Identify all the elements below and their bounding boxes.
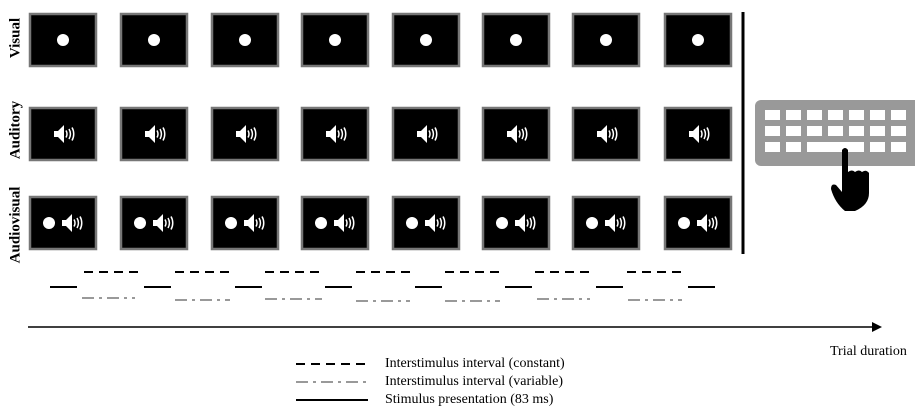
key (807, 126, 822, 136)
key (786, 110, 801, 120)
visual-dot (225, 217, 237, 229)
key (765, 126, 780, 136)
legend-text: Stimulus presentation (83 ms) (385, 392, 554, 407)
visual-dot (496, 217, 508, 229)
key (807, 110, 822, 120)
space-key (807, 142, 864, 152)
visual-dot (692, 34, 704, 46)
visual-dot (315, 217, 327, 229)
key (870, 142, 885, 152)
key (849, 126, 864, 136)
key (828, 110, 843, 120)
key (849, 110, 864, 120)
visual-dot (678, 217, 690, 229)
key (765, 142, 780, 152)
visual-dot (510, 34, 522, 46)
visual-dot (57, 34, 69, 46)
visual-dot (134, 217, 146, 229)
row-label: Visual (7, 18, 23, 58)
key (786, 126, 801, 136)
key (891, 126, 906, 136)
visual-dot (239, 34, 251, 46)
visual-dot (420, 34, 432, 46)
row-label: Audiovisual (7, 187, 23, 264)
key (870, 110, 885, 120)
key (765, 110, 780, 120)
axis-arrowhead (872, 322, 882, 332)
key (891, 110, 906, 120)
axis-label: Trial duration (830, 344, 907, 359)
key (870, 126, 885, 136)
figure: Visual Auditory Audiovisual Trial durati… (0, 0, 915, 418)
legend-text: Interstimulus interval (constant) (385, 356, 565, 371)
key (891, 142, 906, 152)
visual-dot (600, 34, 612, 46)
visual-dot (148, 34, 160, 46)
legend-text: Interstimulus interval (variable) (385, 374, 563, 389)
visual-dot (329, 34, 341, 46)
visual-dot (586, 217, 598, 229)
key (786, 142, 801, 152)
key (828, 126, 843, 136)
visual-dot (43, 217, 55, 229)
visual-dot (406, 217, 418, 229)
row-label: Auditory (7, 100, 23, 159)
